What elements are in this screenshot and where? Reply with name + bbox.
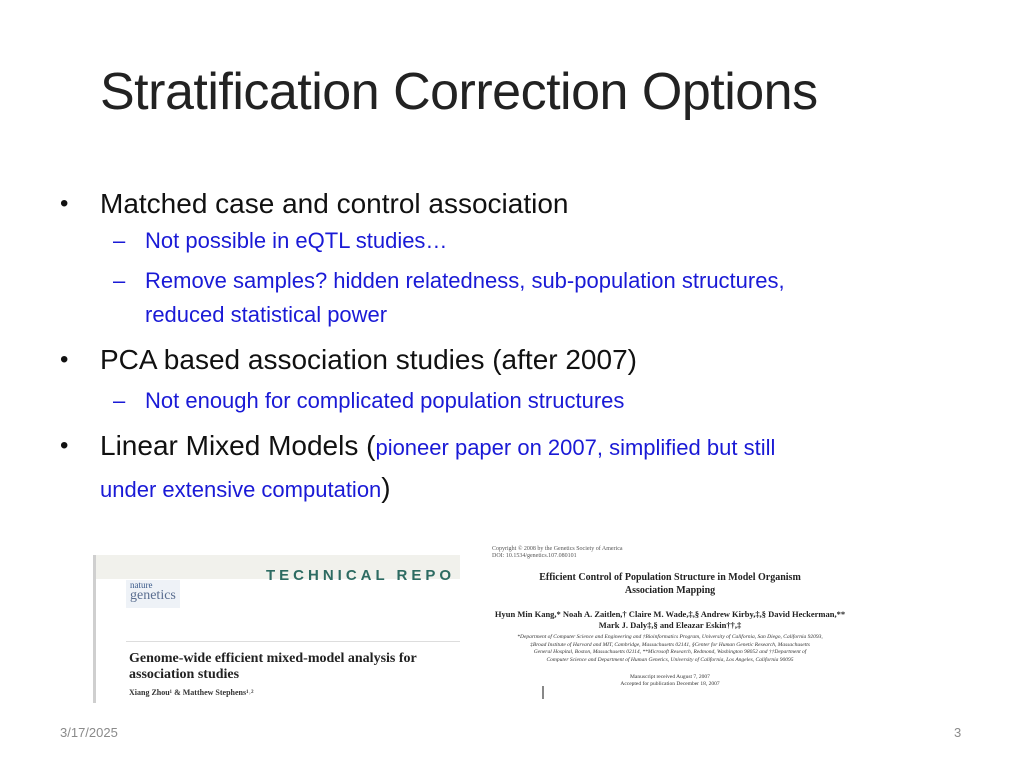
- sub-bullet-dash: –: [113, 228, 126, 253]
- copyright-line: Copyright © 2008 by the Genetics Society…: [492, 546, 623, 552]
- bullet-item: • Linear Mixed Models (pioneer paper on …: [60, 426, 960, 510]
- bullet-inline-note-cont: under extensive computation: [100, 477, 382, 502]
- received-date: Manuscript received August 7, 2007: [630, 674, 710, 680]
- paper-affiliations: *Department of Computer Science and Engi…: [460, 634, 880, 664]
- paper-header-label: TECHNICAL REPO: [266, 567, 456, 584]
- paper-title: Efficient Control of Population Structur…: [460, 571, 880, 597]
- sub-bullet-dash: –: [113, 268, 126, 293]
- sub-bullet-text-cont: reduced statistical power: [145, 302, 388, 327]
- bullet-text: Linear Mixed Models (: [100, 430, 376, 461]
- journal-logo-line2: genetics: [130, 588, 176, 603]
- paper-dates: Manuscript received August 7, 2007 Accep…: [460, 674, 880, 688]
- affiliation-line: General Hospital, Boston, Massachusetts …: [533, 649, 807, 655]
- paper-authors: Xiang Zhou¹ & Matthew Stephens¹˒²: [129, 688, 254, 697]
- paper-header-band: [96, 555, 460, 579]
- bullet-dot: •: [60, 190, 69, 217]
- sub-bullet-text: Not enough for complicated population st…: [145, 388, 625, 413]
- sub-bullet-dash: –: [113, 388, 126, 413]
- accepted-date: Accepted for publication December 18, 20…: [620, 681, 720, 687]
- cursor-mark: [542, 686, 544, 699]
- sub-bullet-item: – Remove samples? hidden relatedness, su…: [60, 264, 960, 332]
- bullet-text: PCA based association studies (after 200…: [100, 344, 637, 375]
- paper-title: Genome-wide efficient mixed-model analys…: [129, 651, 417, 683]
- bullet-item: • Matched case and control association: [60, 184, 960, 224]
- bullet-list: • Matched case and control association –…: [60, 184, 960, 510]
- journal-logo-line1: nature: [130, 580, 153, 590]
- paper-divider: [126, 641, 460, 642]
- authors-line1: Hyun Min Kang,* Noah A. Zaitlen,† Claire…: [494, 609, 846, 619]
- footer-date: 3/17/2025: [60, 725, 118, 740]
- doi-line: DOI: 10.1534/genetics.107.080101: [492, 553, 577, 559]
- sub-bullet-text: Remove samples? hidden relatedness, sub-…: [145, 268, 785, 293]
- bullet-text: Matched case and control association: [100, 188, 569, 219]
- affiliation-line: Computer Science and Department of Human…: [546, 656, 794, 663]
- bullet-dot: •: [60, 346, 69, 373]
- affiliation-line: ‡Broad Institute of Harvard and MIT, Cam…: [530, 641, 810, 648]
- paper-image-left: TECHNICAL REPO nature genetics Genome-wi…: [93, 555, 460, 703]
- bullet-close-paren: ): [381, 472, 391, 503]
- sub-bullet-item: – Not possible in eQTL studies…: [60, 224, 960, 258]
- bullet-dot: •: [60, 432, 69, 459]
- sub-bullet-text: Not possible in eQTL studies…: [145, 228, 448, 253]
- slide-title: Stratification Correction Options: [100, 63, 818, 121]
- paper-title-line2: Association Mapping: [624, 585, 716, 596]
- paper-image-right: Copyright © 2008 by the Genetics Society…: [460, 540, 880, 700]
- sub-bullet-item: – Not enough for complicated population …: [60, 384, 960, 418]
- authors-line2: Mark J. Daly‡,§ and Eleazar Eskin††,‡: [598, 620, 742, 630]
- journal-logo: [126, 580, 180, 608]
- bullet-item: • PCA based association studies (after 2…: [60, 340, 960, 380]
- affiliation-line: *Department of Computer Science and Engi…: [517, 634, 823, 640]
- paper-title-line2: association studies: [129, 667, 240, 682]
- bullet-inline-note: pioneer paper on 2007, simplified but st…: [375, 435, 776, 460]
- paper-copyright: Copyright © 2008 by the Genetics Society…: [492, 546, 623, 560]
- slide-number: 3: [954, 725, 962, 740]
- paper-title-line1: Genome-wide efficient mixed-model analys…: [129, 651, 417, 666]
- paper-authors: Hyun Min Kang,* Noah A. Zaitlen,† Claire…: [460, 609, 880, 631]
- paper-title-line1: Efficient Control of Population Structur…: [539, 572, 801, 583]
